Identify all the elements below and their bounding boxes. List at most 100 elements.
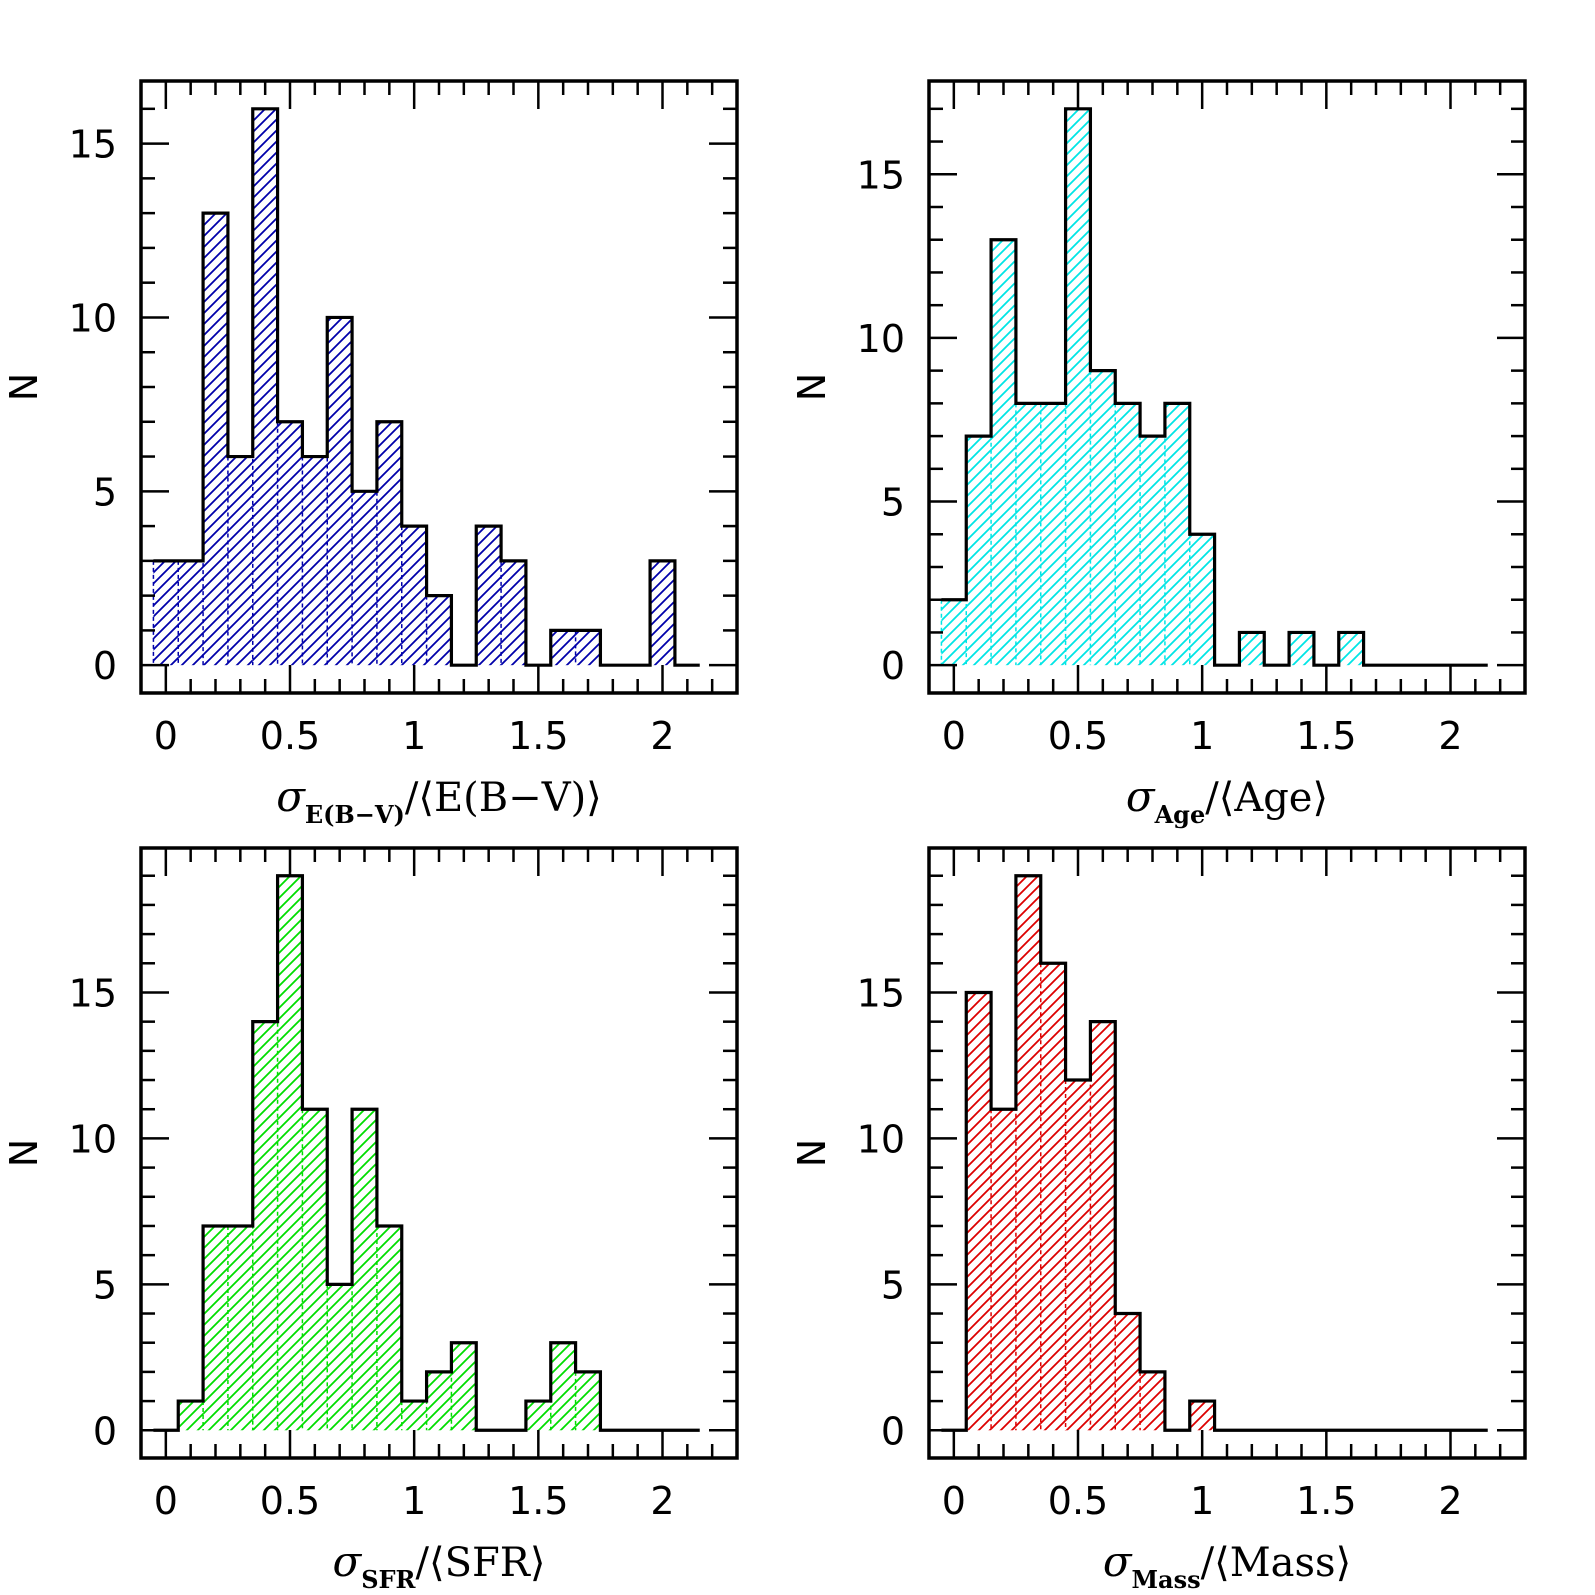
- bar: [501, 560, 526, 666]
- y-tick-label: 5: [93, 1263, 117, 1307]
- bar: [426, 1371, 452, 1431]
- bar: [1189, 1401, 1215, 1431]
- histogram-outline: [153, 107, 700, 667]
- bar: [1140, 1371, 1165, 1431]
- bar: [550, 1342, 576, 1431]
- bar: [277, 875, 303, 1431]
- x-tick-label: 0.5: [1048, 714, 1108, 758]
- bar: [401, 1401, 427, 1431]
- bar: [991, 1109, 1016, 1431]
- x-tick-label: 0.5: [260, 714, 320, 758]
- x-tick-label: 1.5: [508, 1479, 568, 1523]
- x-tick-label: 0.5: [1048, 1479, 1108, 1523]
- y-axis-label: N: [790, 373, 834, 401]
- x-tick-label: 0: [942, 1479, 966, 1523]
- bar: [327, 1284, 353, 1431]
- x-tick-label: 1: [402, 1479, 426, 1523]
- x-label-symbol: σ: [276, 772, 306, 821]
- ticks: [929, 81, 1527, 693]
- bar: [966, 436, 992, 666]
- y-tick-label: 5: [93, 470, 117, 514]
- bar: [1065, 108, 1091, 666]
- bar: [252, 108, 278, 666]
- bar: [178, 560, 204, 666]
- bar: [352, 491, 377, 666]
- bars-bottom-left: [177, 875, 601, 1431]
- x-axis-label: σE(B−V)/⟨E(B−V)⟩: [276, 772, 602, 829]
- bar: [991, 239, 1016, 666]
- bar: [1338, 632, 1364, 666]
- bars-bottom-right: [965, 875, 1215, 1431]
- bar: [1115, 403, 1141, 666]
- bar: [178, 1401, 204, 1431]
- x-label-subscript: Age: [1154, 800, 1206, 829]
- x-tick-label: 1.5: [508, 714, 568, 758]
- bar: [227, 456, 253, 666]
- y-axis-label: N: [2, 373, 46, 401]
- bar: [575, 1371, 601, 1431]
- bar: [941, 599, 967, 666]
- bar: [302, 456, 328, 666]
- y-tick-label: 15: [69, 971, 117, 1015]
- panel-top-left: 0 0.5 1 1.5 2 0 5 10 15 NσE(B−V)/⟨E(B−V)⟩: [2, 79, 739, 829]
- x-tick-label: 1: [1190, 1479, 1214, 1523]
- bar: [550, 630, 576, 666]
- x-axis-label: σSFR/⟨SFR⟩: [333, 1537, 546, 1594]
- x-label-symbol: σ: [333, 1537, 363, 1586]
- x-label-rest: /⟨E(B−V)⟩: [405, 775, 602, 821]
- bar: [1065, 1080, 1091, 1431]
- bar: [203, 1225, 228, 1431]
- x-tick-label: 2: [1438, 714, 1462, 758]
- x-label-subscript: SFR: [361, 1565, 416, 1594]
- bar: [153, 560, 179, 666]
- x-label-symbol: σ: [1126, 772, 1156, 821]
- bar: [451, 1342, 477, 1431]
- bar: [376, 1225, 402, 1431]
- bar: [352, 1109, 377, 1431]
- y-tick-label: 0: [881, 644, 905, 688]
- bar: [1040, 963, 1066, 1431]
- bar: [252, 1021, 278, 1431]
- x-tick-label: 0: [154, 714, 178, 758]
- bar: [327, 317, 353, 666]
- bar: [1239, 632, 1265, 666]
- x-tick-label: 0: [154, 1479, 178, 1523]
- bar: [650, 560, 675, 666]
- bar: [426, 595, 452, 666]
- y-tick-label: 15: [69, 123, 117, 167]
- bars-top-left: [152, 108, 675, 666]
- bar: [476, 526, 502, 666]
- histogram-outline: [941, 107, 1488, 667]
- y-axis-label: N: [790, 1139, 834, 1167]
- bar: [1115, 1313, 1141, 1431]
- x-tick-label: 1.5: [1296, 714, 1356, 758]
- y-tick-label: 10: [69, 1117, 117, 1161]
- y-tick-label: 5: [881, 481, 905, 525]
- y-tick-label: 0: [881, 1409, 905, 1453]
- y-axis-label: N: [2, 1139, 46, 1167]
- x-label-subscript: Mass: [1131, 1565, 1200, 1594]
- x-tick-label: 2: [1438, 1479, 1462, 1523]
- bar: [227, 1225, 253, 1431]
- bar: [302, 1109, 328, 1431]
- bars-top-right: [940, 108, 1364, 666]
- ticks: [929, 848, 1527, 1458]
- bar: [1015, 403, 1041, 666]
- bar: [1040, 403, 1066, 666]
- x-axis-label: σMass/⟨Mass⟩: [1103, 1537, 1351, 1594]
- bar: [1289, 632, 1314, 666]
- y-tick-label: 10: [857, 317, 905, 361]
- x-label-symbol: σ: [1103, 1537, 1133, 1586]
- ticks: [141, 848, 739, 1458]
- bar: [277, 421, 303, 666]
- x-tick-label: 1.5: [1296, 1479, 1356, 1523]
- bar: [575, 630, 601, 666]
- bar: [966, 992, 992, 1431]
- bar: [1140, 436, 1165, 666]
- x-label-rest: /⟨SFR⟩: [416, 1540, 546, 1586]
- y-tick-label: 15: [857, 971, 905, 1015]
- bar: [1164, 403, 1190, 666]
